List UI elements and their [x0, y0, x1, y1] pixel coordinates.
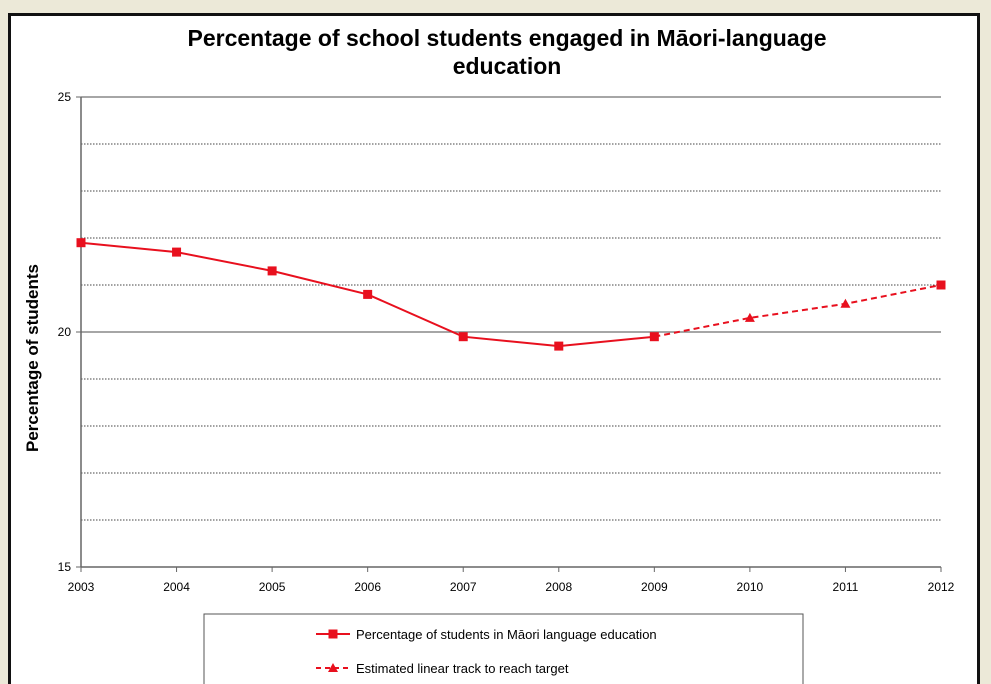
x-tick-label: 2004 — [163, 580, 190, 594]
chart-title-line2: education — [453, 53, 562, 79]
legend-box — [203, 613, 804, 684]
series-group — [76, 238, 946, 351]
data-point — [840, 298, 851, 308]
data-point — [744, 312, 755, 322]
y-tick-label: 25 — [58, 90, 72, 104]
x-tick-labels: 2003 2004 2005 2006 2007 2008 2009 2010 2011 2012 — [68, 580, 955, 594]
x-tick-label: 2008 — [545, 580, 572, 594]
data-point — [172, 247, 182, 257]
chart-title-line1: Percentage of school students engaged in… — [188, 25, 827, 51]
gridlines — [81, 96, 941, 521]
y-tick-labels: 15 20 25 — [58, 90, 72, 574]
axes — [76, 96, 942, 572]
y-tick-label: 15 — [58, 560, 72, 574]
series-line — [654, 284, 942, 338]
legend-marker — [328, 663, 338, 672]
data-point — [363, 289, 373, 299]
series-line — [81, 243, 941, 346]
data-point — [554, 341, 564, 351]
chart-panel — [8, 13, 980, 684]
legend-marker — [328, 629, 338, 639]
data-point — [267, 266, 277, 276]
x-tick-label: 2007 — [450, 580, 477, 594]
series-estimated-track — [654, 284, 942, 338]
legend: Percentage of students in Māori language… — [203, 613, 804, 684]
y-axis-label: Percentage of students — [23, 264, 42, 452]
x-tick-label: 2011 — [833, 580, 859, 594]
legend-label: Estimated linear track to reach target — [356, 661, 569, 676]
series-actual — [76, 238, 946, 351]
x-tick-label: 2010 — [737, 580, 764, 594]
data-point — [458, 332, 468, 342]
data-point — [76, 238, 86, 248]
legend-label: Percentage of students in Māori language… — [356, 627, 657, 642]
x-tick-label: 2006 — [354, 580, 381, 594]
x-tick-label: 2005 — [259, 580, 286, 594]
x-tick-label: 2009 — [641, 580, 668, 594]
y-tick-label: 20 — [58, 325, 72, 339]
x-tick-label: 2012 — [928, 580, 955, 594]
x-tick-label: 2003 — [68, 580, 95, 594]
